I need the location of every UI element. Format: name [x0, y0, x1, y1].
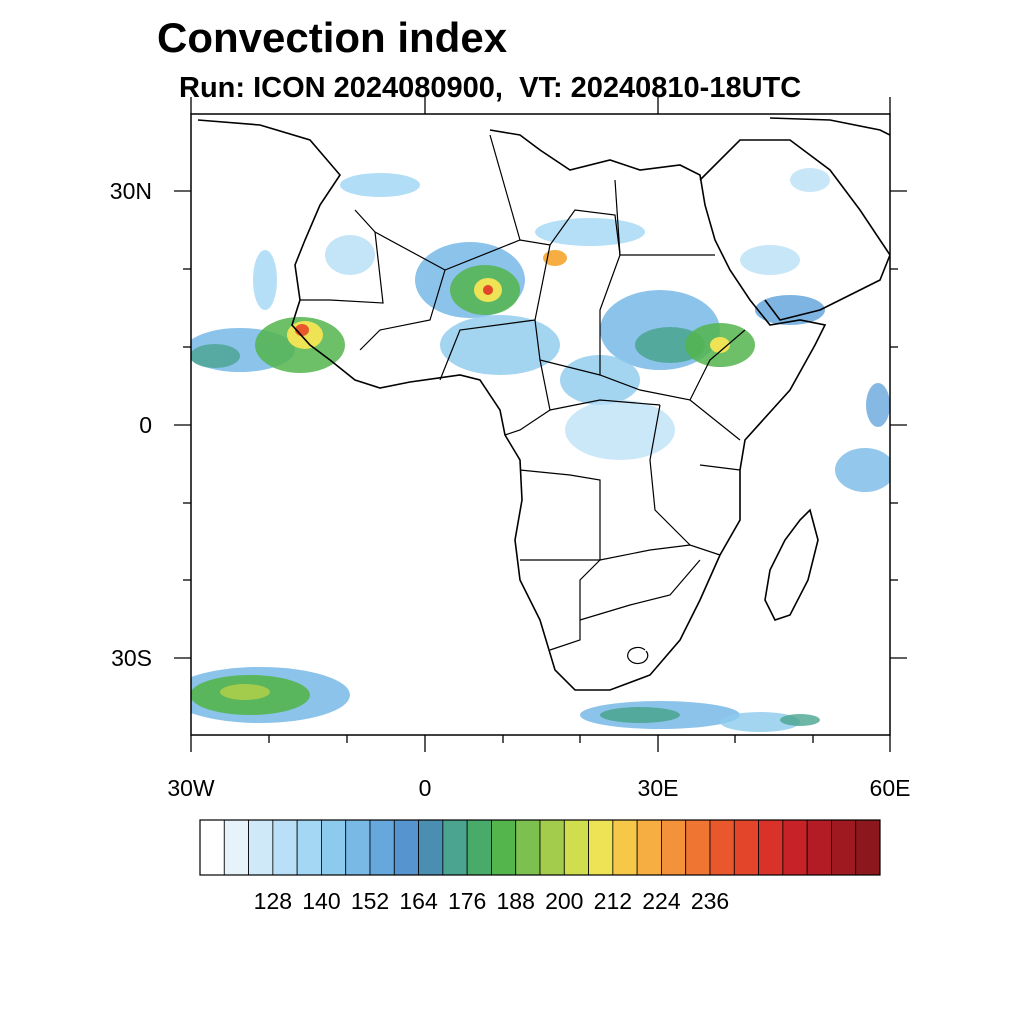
- lat-label-30s: 30S: [111, 645, 152, 671]
- colorbar-swatch: [491, 819, 517, 876]
- colorbar-swatch: [855, 819, 881, 876]
- colorbar-swatch: [393, 819, 419, 876]
- colorbar-swatch: [539, 819, 565, 876]
- colorbar-tick-label: 164: [399, 888, 438, 914]
- colorbar-swatch: [733, 819, 759, 876]
- colorbar: [199, 819, 881, 876]
- map-frame: [190, 113, 891, 736]
- colorbar-swatch: [466, 819, 492, 876]
- colorbar-swatch: [782, 819, 808, 876]
- colorbar-swatch: [199, 819, 225, 876]
- colorbar-tick-label: 140: [302, 888, 341, 914]
- colorbar-tick-label: 236: [690, 888, 730, 914]
- lon-label-0: 0: [418, 775, 432, 801]
- colorbar-swatch: [636, 819, 662, 876]
- map-subtitle: Run: ICON 2024080900, VT: 20240810-18UTC: [179, 72, 802, 104]
- colorbar-swatch: [588, 819, 614, 876]
- colorbar-tick-label: 200: [545, 888, 584, 914]
- colorbar-swatch: [418, 819, 444, 876]
- colorbar-swatch: [806, 819, 832, 876]
- colorbar-swatch: [758, 819, 784, 876]
- lon-label-60e: 60E: [869, 775, 911, 801]
- lon-label-30e: 30E: [637, 775, 679, 801]
- convection-field: [191, 168, 890, 732]
- colorbar-swatch: [296, 819, 322, 876]
- colorbar-swatch: [661, 819, 687, 876]
- colorbar-swatch: [612, 819, 638, 876]
- colorbar-outline: [199, 819, 881, 876]
- colorbar-swatch: [685, 819, 711, 876]
- colorbar-swatch: [831, 819, 857, 876]
- lat-label-30n: 30N: [109, 178, 152, 204]
- colorbar-swatch: [272, 819, 298, 876]
- colorbar-swatch: [223, 819, 249, 876]
- colorbar-swatch: [321, 819, 347, 876]
- colorbar-tick-label: 212: [593, 888, 633, 914]
- colorbar-swatch: [709, 819, 735, 876]
- country-borders: [300, 134, 746, 665]
- axis-ticks: [174, 97, 907, 752]
- colorbar-tick-label: 152: [350, 888, 390, 914]
- colorbar-swatch: [369, 819, 395, 876]
- colorbar-tick-label: 188: [496, 888, 535, 914]
- colorbar-tick-label: 224: [642, 888, 681, 914]
- map-title: Convection index: [157, 14, 508, 61]
- colorbar-swatch: [563, 819, 589, 876]
- colorbar-swatch: [442, 819, 468, 876]
- coastlines: [197, 117, 890, 691]
- colorbar-swatch: [248, 819, 274, 876]
- lat-label-0: 0: [139, 412, 152, 438]
- lon-label-30w: 30W: [167, 775, 215, 801]
- colorbar-swatch: [345, 819, 371, 876]
- colorbar-tick-label: 176: [447, 888, 487, 914]
- colorbar-tick-label: 128: [253, 888, 293, 914]
- colorbar-swatch: [515, 819, 541, 876]
